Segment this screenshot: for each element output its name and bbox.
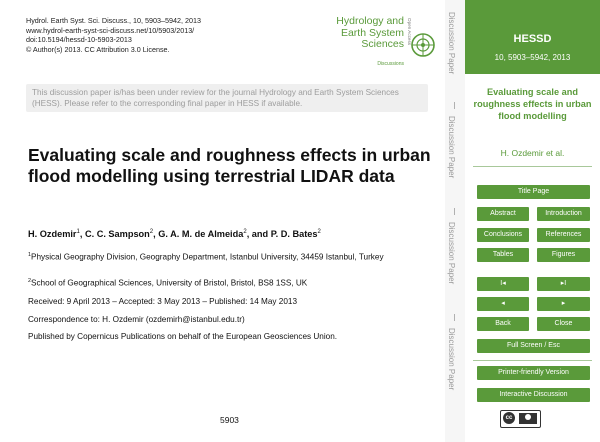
author-separator: , <box>79 229 85 240</box>
close-button[interactable]: Close <box>537 317 590 331</box>
review-notice-text: This discussion paper is/has been under … <box>32 88 399 109</box>
side-label: Discussion Paper <box>447 116 456 179</box>
previous-page-button[interactable]: ◂ <box>477 297 529 311</box>
author-list: H. Ozdemir1, C. C. Sampson2, G. A. M. de… <box>28 229 321 239</box>
author-separator: , <box>153 229 159 240</box>
globe-icon <box>411 33 435 57</box>
journal-license: © Author(s) 2013. CC Attribution 3.0 Lic… <box>26 44 170 54</box>
next-page-button[interactable]: ▸ <box>537 297 590 311</box>
first-page-button[interactable]: I◂ <box>477 277 529 291</box>
person-icon <box>525 414 531 420</box>
logo-wordmark: Hydrology and Earth System Sciences <box>336 15 404 51</box>
author-name: C. C. Sampson <box>84 229 150 240</box>
journal-doi[interactable]: doi:10.5194/hessd-10-5903-2013 <box>26 35 132 45</box>
interactive-discussion-button[interactable]: Interactive Discussion <box>477 388 590 402</box>
logo-subtitle: Discussions <box>377 61 404 67</box>
side-separator <box>454 102 455 109</box>
creative-commons-badge[interactable]: cc <box>500 410 541 428</box>
tables-button[interactable]: Tables <box>477 248 529 262</box>
side-label: Discussion Paper <box>447 328 456 391</box>
logo-line-2: Earth System <box>340 26 404 39</box>
sidebar-author: H. Ozdemir et al. <box>500 148 565 158</box>
correspondence[interactable]: Correspondence to: H. Ozdemir (ozdemirh@… <box>28 315 245 324</box>
author-name: G. A. M. de Almeida <box>158 229 244 240</box>
discussion-paper-strip: Discussion Paper Discussion Paper Discus… <box>445 0 465 442</box>
side-separator <box>454 314 455 321</box>
last-page-button[interactable]: ▸I <box>537 277 590 291</box>
paper-page: Hydrol. Earth Syst. Sci. Discuss., 10, 5… <box>26 14 438 425</box>
cc-icon: cc <box>503 412 515 424</box>
figures-button[interactable]: Figures <box>537 248 590 262</box>
side-label: Discussion Paper <box>447 222 456 285</box>
author-affiliation-marker: 1 <box>76 229 80 235</box>
journal-url[interactable]: www.hydrol-earth-syst-sci-discuss.net/10… <box>26 25 195 35</box>
sidebar-paper-title: Evaluating scale and roughness effects i… <box>473 87 592 122</box>
logo-line-3: Sciences <box>361 38 404 50</box>
journal-meta: Hydrol. Earth Syst. Sci. Discuss., 10, 5… <box>26 16 201 54</box>
printer-friendly-button[interactable]: Printer-friendly Version <box>477 366 590 380</box>
affiliation-marker: 2 <box>28 278 31 284</box>
author-affiliation-marker: 2 <box>317 229 321 235</box>
affiliation-marker: 1 <box>28 252 31 258</box>
review-notice: This discussion paper is/has been under … <box>26 84 428 112</box>
page-number: 5903 <box>220 415 239 425</box>
full-screen-button[interactable]: Full Screen / Esc <box>477 339 590 353</box>
received-dates: Received: 9 April 2013 – Accepted: 3 May… <box>28 297 297 306</box>
side-separator <box>454 208 455 215</box>
affiliation-text: School of Geographical Sciences, Univers… <box>31 278 308 288</box>
journal-logo: Hydrology and Earth System Sciences Disc… <box>306 14 438 70</box>
author-name: H. Ozdemir <box>28 229 77 240</box>
cc-by-icon <box>519 413 537 424</box>
conclusions-button[interactable]: Conclusions <box>477 228 529 242</box>
paper-title: Evaluating scale and roughness effects i… <box>28 145 431 186</box>
affiliation-1: 1Physical Geography Division, Geography … <box>28 250 408 264</box>
introduction-button[interactable]: Introduction <box>537 207 590 221</box>
title-page-button[interactable]: Title Page <box>477 185 590 199</box>
sidebar-volume-ref: 10, 5903–5942, 2013 <box>494 53 571 62</box>
abstract-button[interactable]: Abstract <box>477 207 529 221</box>
sidebar-divider <box>473 360 592 361</box>
sidebar-divider <box>473 166 592 167</box>
sidebar-journal-name: HESSD <box>513 33 552 45</box>
affiliation-2: 2School of Geographical Sciences, Univer… <box>28 276 307 290</box>
navigation-sidebar: HESSD 10, 5903–5942, 2013 Evaluating sca… <box>465 0 600 442</box>
author-name: P. D. Bates <box>270 229 318 240</box>
references-button[interactable]: References <box>537 228 590 242</box>
logo-line-1: Hydrology and <box>336 15 404 27</box>
back-button[interactable]: Back <box>477 317 529 331</box>
author-affiliation-marker: 2 <box>243 229 247 235</box>
author-separator: , and <box>246 229 271 240</box>
journal-citation: Hydrol. Earth Syst. Sci. Discuss., 10, 5… <box>26 16 201 25</box>
sidebar-header: HESSD 10, 5903–5942, 2013 <box>465 0 600 74</box>
affiliation-text: Physical Geography Division, Geography D… <box>31 252 384 262</box>
side-label: Discussion Paper <box>447 12 456 75</box>
author-affiliation-marker: 2 <box>149 229 154 235</box>
publisher-statement: Published by Copernicus Publications on … <box>28 332 338 341</box>
